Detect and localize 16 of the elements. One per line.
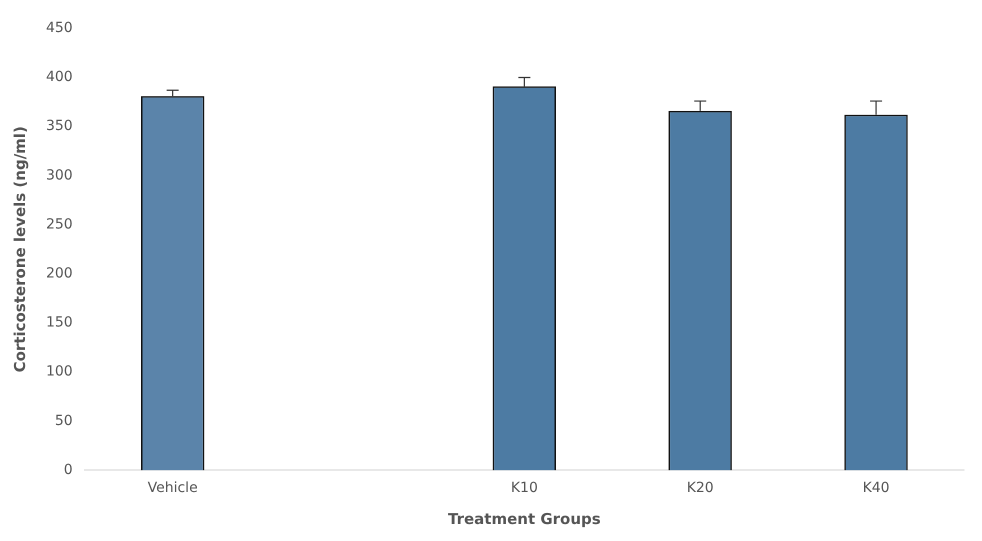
y-tick-label: 50 xyxy=(54,412,73,429)
x-axis-title: Treatment Groups xyxy=(448,510,601,528)
y-tick-label: 350 xyxy=(46,118,73,134)
y-tick-label: 100 xyxy=(46,364,73,380)
y-tick-label: 200 xyxy=(46,265,73,282)
y-tick-label: 450 xyxy=(46,20,73,36)
x-tick-label: K20 xyxy=(686,480,714,496)
x-tick-label: Vehicle xyxy=(148,480,198,496)
y-tick-label: 150 xyxy=(46,314,73,331)
y-axis-title: Corticosterone levels (ng/ml) xyxy=(10,126,29,372)
x-tick-label: K10 xyxy=(510,480,538,496)
y-tick-label: 300 xyxy=(46,167,73,184)
x-tick-label: K40 xyxy=(862,480,890,496)
y-tick-label: 400 xyxy=(46,69,73,86)
y-tick-label: 250 xyxy=(46,216,73,232)
y-tick-label: 0 xyxy=(64,462,73,478)
